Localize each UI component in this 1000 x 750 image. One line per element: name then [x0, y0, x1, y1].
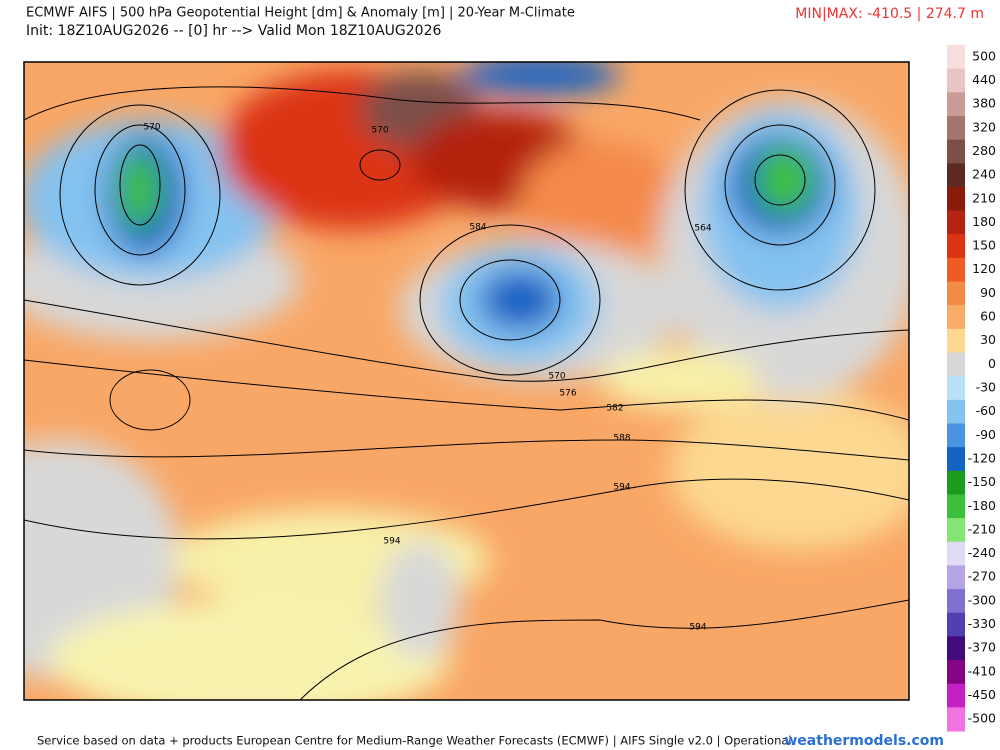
- legend-swatch: [947, 565, 965, 590]
- legend-label: -150: [968, 474, 996, 489]
- legend-swatch: [947, 68, 965, 93]
- legend-label: 180: [972, 214, 996, 229]
- color-legend: 500 440 380 320 280 240 210 180 150 120 90 60 30 0 -30…: [947, 45, 996, 732]
- subtitle: Init: 18Z10AUG2026 -- [0] hr --> Valid M…: [26, 23, 441, 39]
- title: ECMWF AIFS | 500 hPa Geopotential Height…: [26, 6, 575, 21]
- legend-swatch: [947, 210, 965, 235]
- legend-label: -90: [976, 427, 996, 442]
- legend-label: -370: [968, 640, 996, 655]
- legend-swatch: [947, 399, 965, 424]
- legend-label: -450: [968, 687, 996, 702]
- legend-label: 60: [980, 309, 996, 324]
- contour-label: 588: [613, 434, 630, 444]
- contour-label: 564: [694, 224, 711, 234]
- contour-label: 570: [548, 372, 565, 382]
- map-frame: [23, 61, 910, 701]
- contour-label: 576: [559, 389, 576, 399]
- footer-source: Service based on data + products Europea…: [37, 734, 792, 748]
- legend-swatch: [947, 328, 965, 354]
- legend-swatch: [947, 281, 965, 306]
- legend-label: -30: [976, 380, 996, 395]
- legend-swatch: [947, 518, 965, 543]
- legend-label: 150: [972, 238, 996, 253]
- legend-swatch: [947, 139, 965, 164]
- legend-swatch: [947, 470, 965, 495]
- legend-swatch: [947, 376, 965, 401]
- legend-label: 0: [988, 356, 996, 371]
- contour-lines: [24, 86, 909, 700]
- legend-label: 440: [972, 72, 996, 87]
- contour-label: 594: [383, 537, 400, 547]
- legend-swatch: [947, 257, 965, 283]
- legend-label: -240: [968, 545, 996, 560]
- legend-label: 280: [972, 143, 996, 158]
- legend-swatch: [947, 45, 965, 70]
- contour-label: 594: [689, 623, 706, 633]
- contour-label: 570: [371, 126, 388, 136]
- legend-label: 500: [972, 48, 996, 63]
- legend-swatch: [947, 612, 965, 637]
- legend-swatch: [947, 305, 965, 330]
- legend-label: -410: [968, 663, 996, 678]
- legend-swatch: [947, 589, 965, 614]
- legend-swatch: [947, 92, 965, 117]
- contour-label: 570: [143, 123, 160, 133]
- legend-label: -120: [968, 450, 996, 465]
- legend-label: 240: [972, 167, 996, 182]
- map: [24, 62, 909, 700]
- legend-label: -300: [968, 592, 996, 607]
- legend-label: -180: [968, 498, 996, 513]
- legend-label: 120: [972, 261, 996, 276]
- legend-swatch: [947, 660, 965, 685]
- legend-swatch: [947, 352, 965, 377]
- legend-swatch: [947, 494, 965, 519]
- footer-brand[interactable]: weathermodels.com: [784, 733, 944, 749]
- contour-label: 582: [606, 404, 623, 414]
- min-max: MIN|MAX: -410.5 | 274.7 m: [795, 6, 984, 22]
- legend-label: 210: [972, 190, 996, 205]
- legend-swatch: [947, 186, 965, 212]
- legend-label: -270: [968, 569, 996, 584]
- legend-swatch: [947, 423, 965, 448]
- contour-labels: 570 570 584 564 570 576 582 588 594 594 594: [143, 123, 711, 633]
- legend-swatch: [947, 707, 965, 732]
- legend-label: 30: [980, 332, 996, 347]
- legend-swatch: [947, 541, 965, 566]
- legend-swatch: [947, 163, 965, 188]
- legend-label: 320: [972, 119, 996, 134]
- legend-label: -500: [968, 711, 996, 726]
- legend-label: -60: [976, 403, 996, 418]
- contour-label: 584: [469, 223, 486, 233]
- legend-swatch: [947, 115, 965, 141]
- legend-swatch: [947, 683, 965, 708]
- legend-label: -210: [968, 521, 996, 536]
- legend-swatch: [947, 234, 965, 259]
- legend-label: 380: [972, 96, 996, 111]
- legend-label: -330: [968, 616, 996, 631]
- contour-label: 594: [613, 483, 630, 493]
- legend-swatch: [947, 636, 965, 661]
- legend-swatch: [947, 447, 965, 472]
- legend-label: 90: [980, 285, 996, 300]
